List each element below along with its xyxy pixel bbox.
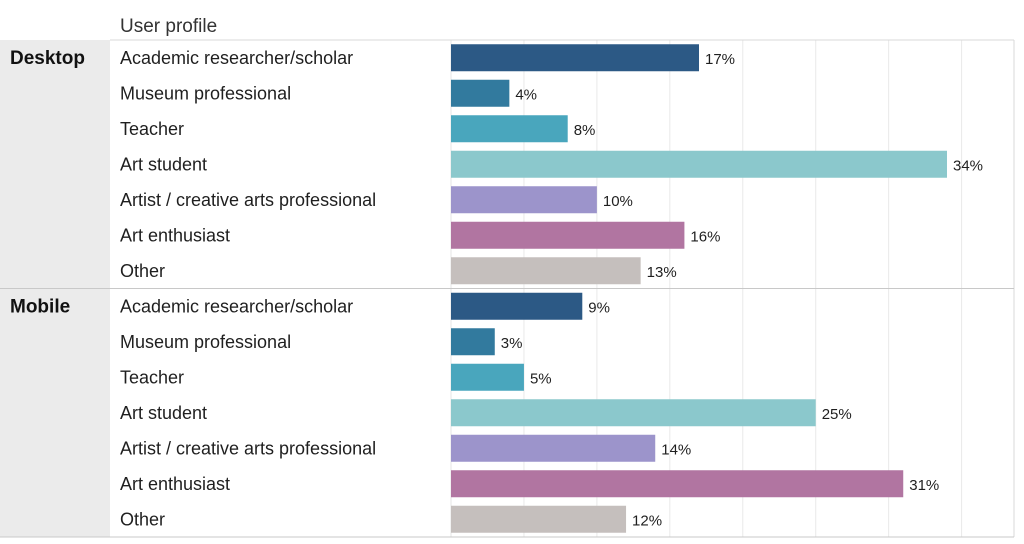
column-header: User profile bbox=[120, 16, 217, 37]
category-label: Museum professional bbox=[120, 332, 291, 352]
bar bbox=[451, 150, 947, 178]
value-label: 9% bbox=[588, 299, 610, 316]
value-label: 4% bbox=[515, 86, 537, 103]
category-label: Art enthusiast bbox=[120, 225, 230, 245]
value-label: 17% bbox=[705, 51, 735, 68]
chart-background bbox=[0, 40, 110, 537]
bars bbox=[451, 44, 947, 533]
bar bbox=[451, 363, 524, 391]
value-label: 16% bbox=[690, 228, 720, 245]
category-label: Academic researcher/scholar bbox=[120, 296, 353, 316]
labels: User profile Desktop Academic researcher/… bbox=[10, 16, 983, 529]
value-label: 13% bbox=[647, 264, 677, 281]
category-label: Other bbox=[120, 261, 165, 281]
category-label: Other bbox=[120, 509, 165, 529]
group-header-cell bbox=[0, 288, 110, 537]
bar bbox=[451, 470, 904, 498]
group-label: Desktop bbox=[10, 48, 85, 69]
bar bbox=[451, 44, 699, 72]
value-label: 14% bbox=[661, 441, 691, 458]
category-label: Teacher bbox=[120, 367, 184, 387]
value-label: 8% bbox=[574, 122, 596, 139]
category-label: Art student bbox=[120, 403, 207, 423]
category-label: Museum professional bbox=[120, 83, 291, 103]
bar bbox=[451, 328, 495, 356]
group-header-cell bbox=[0, 40, 110, 289]
bar bbox=[451, 434, 656, 462]
value-label: 12% bbox=[632, 512, 662, 529]
bar bbox=[451, 292, 583, 320]
value-label: 34% bbox=[953, 157, 983, 174]
category-label: Academic researcher/scholar bbox=[120, 48, 353, 68]
bar bbox=[451, 186, 597, 214]
category-label: Art student bbox=[120, 154, 207, 174]
value-label: 5% bbox=[530, 370, 552, 387]
bar bbox=[451, 221, 685, 249]
category-label: Teacher bbox=[120, 119, 184, 139]
bar bbox=[451, 257, 641, 285]
category-label: Art enthusiast bbox=[120, 474, 230, 494]
category-label: Artist / creative arts professional bbox=[120, 438, 376, 458]
bar bbox=[451, 399, 816, 427]
category-label: Artist / creative arts professional bbox=[120, 190, 376, 210]
value-label: 31% bbox=[909, 477, 939, 494]
group-label: Mobile bbox=[10, 297, 70, 318]
value-label: 25% bbox=[822, 406, 852, 423]
value-label: 10% bbox=[603, 193, 633, 210]
bar bbox=[451, 79, 510, 107]
gridlines bbox=[0, 39, 1015, 538]
bar bbox=[451, 505, 627, 533]
bar bbox=[451, 115, 568, 143]
value-label: 3% bbox=[501, 335, 523, 352]
